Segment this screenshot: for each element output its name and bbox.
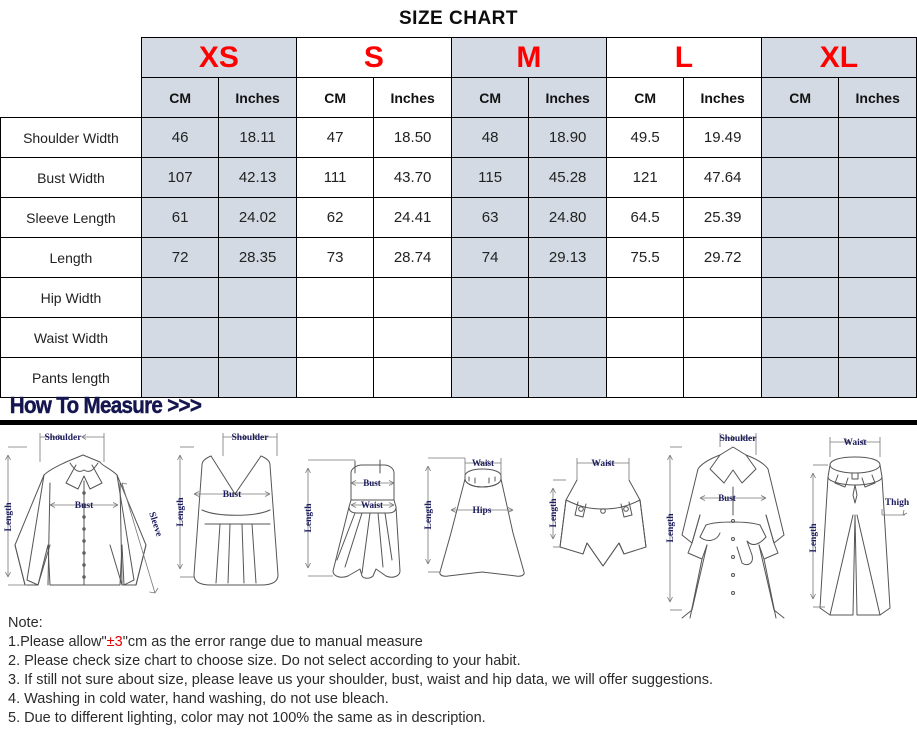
svg-text:Length: Length [176, 497, 186, 527]
svg-text:Length: Length [424, 500, 434, 530]
svg-text:Length: Length [304, 503, 314, 533]
svg-text:Length: Length [809, 523, 819, 553]
svg-text:Shoulder: Shoulder [232, 433, 270, 443]
svg-text:Length: Length [549, 498, 559, 528]
svg-text:Shoulder: Shoulder [45, 433, 83, 443]
svg-text:Length: Length [666, 513, 676, 543]
svg-text:Thigh: Thigh [885, 498, 910, 508]
svg-text:Waist: Waist [361, 500, 383, 510]
svg-text:Bust: Bust [718, 493, 736, 503]
svg-text:Length: Length [4, 502, 14, 532]
svg-text:Bust: Bust [363, 478, 381, 488]
svg-text:Waist: Waist [591, 459, 615, 469]
svg-text:Sleeve: Sleeve [146, 511, 163, 538]
svg-text:Bust: Bust [223, 490, 242, 500]
svg-text:Waist: Waist [472, 458, 494, 468]
svg-text:Waist: Waist [843, 438, 867, 448]
svg-text:Bust: Bust [75, 501, 94, 511]
svg-text:Hips: Hips [472, 506, 491, 516]
svg-text:Shoulder: Shoulder [720, 434, 758, 444]
